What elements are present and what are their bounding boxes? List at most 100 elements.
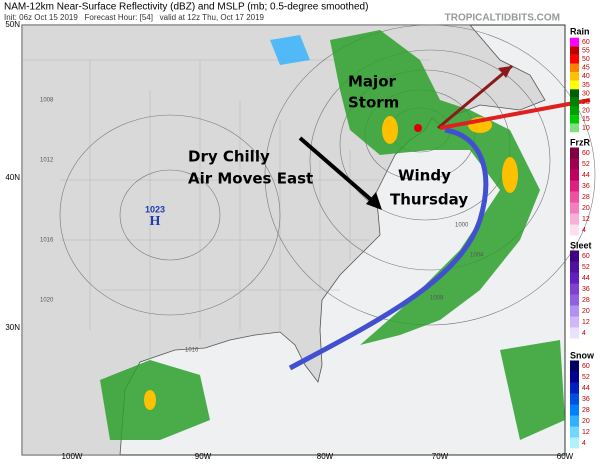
- lon-label: 60W: [557, 452, 574, 461]
- lat-label: 40N: [5, 173, 20, 182]
- legend-swatch: [570, 393, 579, 405]
- annotation: Major: [348, 73, 396, 91]
- legend-swatch: [570, 72, 579, 81]
- legend-swatch: [570, 54, 579, 64]
- legend-swatch: [570, 250, 579, 262]
- credit: TROPICALTIDBITS.COM: [445, 13, 560, 24]
- legend-swatch: [570, 426, 579, 438]
- lon-label: 70W: [432, 452, 449, 461]
- isobar-label: 1008: [430, 296, 444, 302]
- legend-swatch: [570, 97, 579, 107]
- legend-swatch: [570, 123, 579, 133]
- high-pressure: 1023: [145, 204, 165, 214]
- legend-swatch: [570, 37, 579, 47]
- lon-label: 100W: [62, 452, 83, 461]
- legend-label: 25: [582, 99, 590, 106]
- legend-title: Sleet: [570, 240, 592, 250]
- legend-label: 20: [582, 418, 590, 425]
- lon-label: 80W: [317, 452, 334, 461]
- legend-label: 4: [582, 330, 586, 337]
- subtitle: Init: 06z Oct 15 2019 Forecast Hour: [54…: [4, 13, 265, 22]
- isobar-label: 1016: [185, 348, 199, 354]
- legend-label: 30: [582, 90, 590, 97]
- legend-swatch: [570, 80, 579, 90]
- legend-swatch: [570, 360, 579, 372]
- legend-label: 60: [582, 253, 590, 260]
- legend-label: 28: [582, 194, 590, 201]
- annotation: Thursday: [390, 191, 468, 209]
- legend-label: 20: [582, 205, 590, 212]
- legend-label: 60: [582, 39, 590, 46]
- legend-label: 10: [582, 125, 590, 132]
- legend-swatch: [570, 305, 579, 317]
- legend-swatch: [570, 115, 579, 124]
- legend-title: FrzR: [570, 137, 591, 147]
- legend-label: 28: [582, 407, 590, 414]
- legend-label: 52: [582, 264, 590, 271]
- legend-label: 55: [582, 47, 590, 54]
- high-label: H: [150, 214, 161, 229]
- annotation: Dry Chilly: [188, 148, 270, 166]
- legend-title: Snow: [570, 350, 595, 360]
- annotation: Air Moves East: [188, 170, 313, 188]
- annotation: Windy: [398, 167, 451, 185]
- lat-label: 30N: [5, 323, 20, 332]
- borders: [22, 59, 430, 360]
- annotation-arrows: [288, 64, 591, 371]
- legend-swatch: [570, 213, 579, 225]
- legend-label: 60: [582, 150, 590, 157]
- legend-title: Rain: [570, 26, 590, 36]
- legend-label: 52: [582, 374, 590, 381]
- legend-label: 35: [582, 82, 590, 89]
- isobar-label: 1008: [40, 98, 54, 104]
- legend-swatch: [570, 283, 579, 295]
- legend-swatch: [570, 224, 579, 236]
- legend-label: 52: [582, 161, 590, 168]
- legend-label: 12: [582, 319, 590, 326]
- legend-label: 50: [582, 56, 590, 63]
- isobar-label: 1016: [40, 238, 54, 244]
- legend-swatch: [570, 89, 579, 98]
- legend-swatch: [570, 415, 579, 427]
- legend-label: 60: [582, 363, 590, 370]
- lat-label: 50N: [5, 20, 20, 29]
- legend-label: 12: [582, 216, 590, 223]
- legend-swatch: [570, 106, 579, 116]
- isobar-label: 1020: [40, 298, 54, 304]
- legend-label: 40: [582, 73, 590, 80]
- precipitation: [100, 30, 565, 440]
- legend-swatch: [570, 371, 579, 383]
- legend-swatch: [570, 180, 579, 192]
- legend-swatch: [570, 169, 579, 181]
- legend-label: 4: [582, 227, 586, 234]
- legend-label: 36: [582, 286, 590, 293]
- isobar-label: 1012: [40, 158, 54, 164]
- map-frame: [21, 24, 596, 456]
- legend-swatch: [570, 316, 579, 328]
- legend-swatch: [570, 404, 579, 416]
- isobar-label: 1004: [470, 253, 484, 259]
- legend-label: 45: [582, 65, 590, 72]
- legend-label: 44: [582, 385, 590, 392]
- legend-swatch: [570, 191, 579, 203]
- legend-label: 15: [582, 116, 590, 123]
- legend-label: 4: [582, 440, 586, 447]
- lon-label: 90W: [195, 452, 212, 461]
- legend-swatch: [570, 382, 579, 394]
- annotation: Storm: [348, 94, 399, 112]
- legend-label: 36: [582, 183, 590, 190]
- legend-swatch: [570, 272, 579, 284]
- legend-swatch: [570, 202, 579, 214]
- legend-swatch: [570, 294, 579, 306]
- legend-swatch: [570, 63, 579, 73]
- title: NAM-12km Near-Surface Reflectivity (dBZ)…: [4, 2, 368, 13]
- legend-swatch: [570, 261, 579, 273]
- legend-label: 20: [582, 108, 590, 115]
- isobar-label: 1000: [455, 223, 469, 229]
- legend-label: 28: [582, 297, 590, 304]
- legend-label: 12: [582, 429, 590, 436]
- legend-label: 36: [582, 396, 590, 403]
- legend-swatch: [570, 437, 579, 449]
- legend-swatch: [570, 46, 579, 55]
